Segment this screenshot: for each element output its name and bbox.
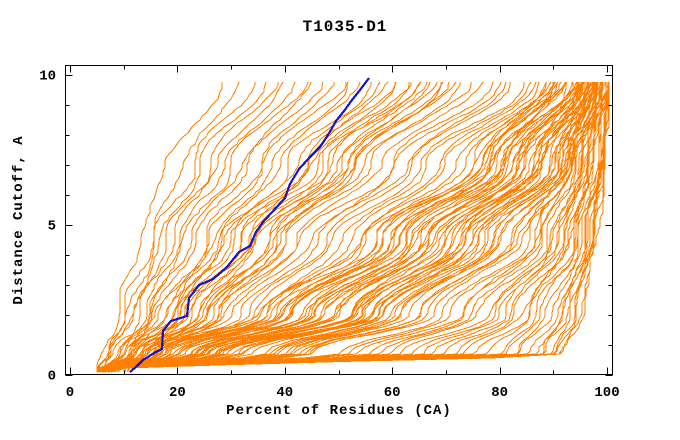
prediction-curve <box>112 81 494 372</box>
prediction-curve <box>107 81 484 373</box>
prediction-curve <box>102 82 573 373</box>
prediction-curve <box>112 81 507 373</box>
prediction-curve <box>124 81 428 373</box>
prediction-curve <box>112 81 537 373</box>
prediction-curve <box>107 82 584 373</box>
prediction-curve <box>112 81 361 373</box>
prediction-curve <box>98 81 585 373</box>
prediction-curve <box>97 81 240 372</box>
prediction-curve <box>96 82 603 373</box>
prediction-curve <box>96 82 578 373</box>
prediction-curve <box>102 81 450 373</box>
prediction-curve <box>109 81 552 373</box>
x-tick-label: 0 <box>66 385 74 401</box>
prediction-curve <box>96 82 594 373</box>
prediction-curve <box>107 82 601 373</box>
prediction-curve <box>107 81 584 373</box>
prediction-curve <box>98 81 595 373</box>
prediction-curve <box>103 81 584 373</box>
y-tick-label: 5 <box>48 219 56 235</box>
prediction-curve <box>126 81 438 373</box>
prediction-curve <box>109 81 559 373</box>
prediction-curve <box>102 82 590 373</box>
prediction-curve <box>107 81 532 372</box>
prediction-curve <box>117 82 396 372</box>
prediction-curve <box>99 81 594 373</box>
highlighted-curve <box>129 77 370 373</box>
prediction-curve <box>107 81 296 373</box>
prediction-curve <box>96 82 579 373</box>
ensemble-curves <box>96 81 610 373</box>
prediction-curve <box>96 82 597 373</box>
plot-axes <box>65 65 613 376</box>
chart-title: T1035-D1 <box>303 18 388 36</box>
prediction-curve <box>97 82 554 373</box>
prediction-curve <box>102 82 599 373</box>
prediction-curve <box>107 82 607 373</box>
prediction-curve <box>101 82 472 373</box>
prediction-curve <box>101 82 610 373</box>
prediction-curve <box>107 82 597 373</box>
prediction-curve <box>99 81 583 373</box>
prediction-curve <box>107 82 588 373</box>
highlighted-model-curve <box>129 77 370 373</box>
prediction-curve <box>101 82 574 373</box>
tick-labels: 0 20 40 60 80 100 0 5 10 <box>39 69 619 402</box>
prediction-curve <box>98 82 547 373</box>
prediction-curve <box>104 82 256 372</box>
prediction-curve <box>108 82 594 373</box>
prediction-curve <box>101 82 558 373</box>
y-tick-label: 0 <box>48 369 56 385</box>
y-axis-label: Distance Cutoff, A <box>11 135 27 304</box>
y-tick-label: 10 <box>39 69 56 85</box>
prediction-curve <box>107 81 595 373</box>
prediction-curve <box>96 82 604 373</box>
prediction-curve <box>115 82 335 373</box>
prediction-curve <box>107 82 461 372</box>
prediction-curve <box>104 81 610 373</box>
prediction-curve <box>107 82 442 372</box>
x-tick-label: 40 <box>276 385 293 401</box>
x-axis-label: Percent of Residues (CA) <box>226 403 452 419</box>
prediction-curve <box>107 81 312 372</box>
prediction-curve <box>97 82 598 373</box>
prediction-curve <box>110 81 610 373</box>
prediction-curve <box>107 82 603 373</box>
prediction-curve <box>101 82 511 372</box>
x-tick-label: 20 <box>169 385 186 401</box>
prediction-curve <box>107 82 347 372</box>
prediction-curve <box>96 82 223 372</box>
x-tick-label: 80 <box>491 385 508 401</box>
prediction-curve <box>109 82 596 373</box>
x-tick-label: 100 <box>594 385 619 401</box>
prediction-curve <box>101 81 284 373</box>
prediction-curve <box>107 82 567 372</box>
prediction-curve <box>117 82 372 372</box>
prediction-curve <box>107 81 502 372</box>
prediction-curve <box>102 82 412 372</box>
prediction-curve <box>101 81 590 373</box>
prediction-curve <box>102 81 556 373</box>
prediction-curve <box>98 81 397 372</box>
prediction-curve <box>109 81 324 372</box>
prediction-curve <box>96 82 606 373</box>
prediction-curve <box>109 81 584 373</box>
prediction-curve <box>96 81 267 372</box>
x-tick-label: 60 <box>384 385 401 401</box>
prediction-curve <box>112 81 585 373</box>
prediction-curve <box>98 81 547 372</box>
prediction-curve <box>107 82 609 373</box>
prediction-curve <box>103 82 279 372</box>
prediction-curve <box>107 81 578 373</box>
prediction-curve <box>107 82 602 373</box>
